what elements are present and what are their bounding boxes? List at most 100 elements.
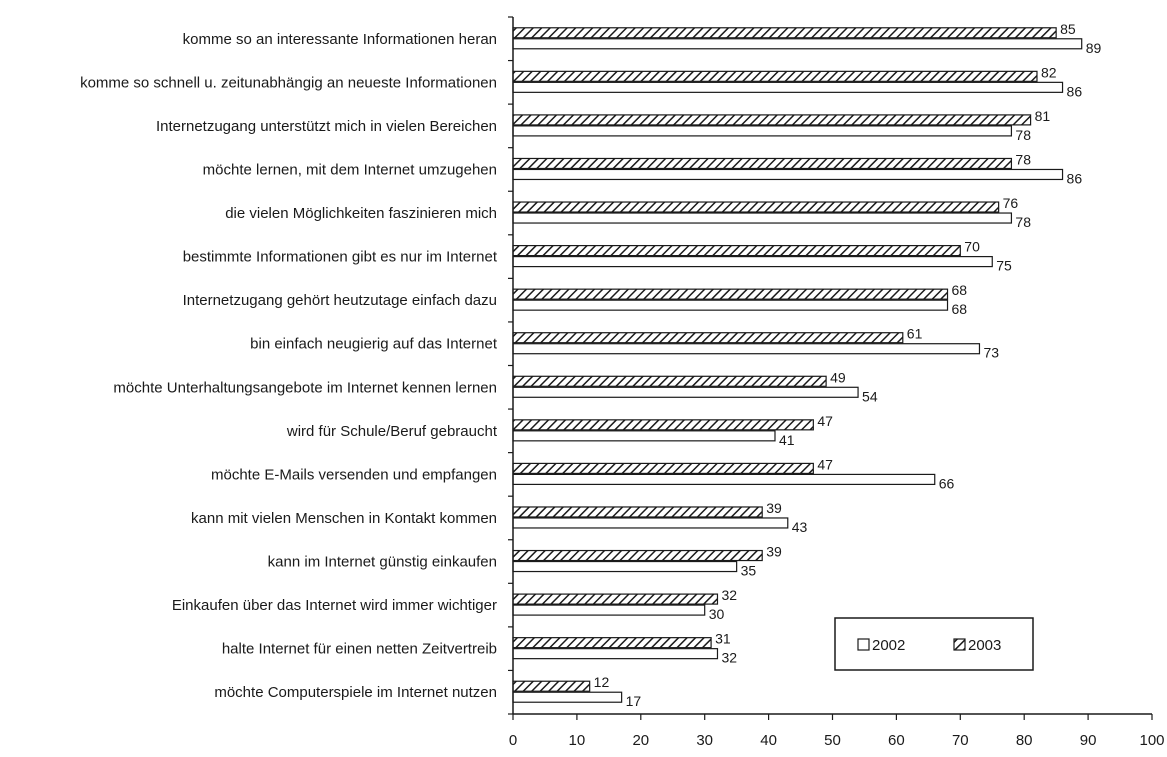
- data-label-2003: 68: [952, 282, 968, 298]
- category-label: kann mit vielen Menschen in Kontakt komm…: [191, 510, 497, 527]
- category-label: möchte lernen, mit dem Internet umzugehe…: [203, 161, 497, 178]
- category-label: halte Internet für einen netten Zeitvert…: [222, 641, 497, 658]
- legend-label-2003: 2003: [968, 637, 1001, 654]
- bar-2002: [512, 560, 738, 573]
- bar-2003: [512, 70, 1038, 82]
- category-label: komme so an interessante Informationen h…: [183, 31, 497, 48]
- data-label-2003: 39: [766, 544, 782, 560]
- data-label-2002: 30: [709, 606, 725, 622]
- x-tick-label: 50: [824, 732, 841, 749]
- data-label-2002: 78: [1015, 214, 1031, 230]
- data-label-2003: 39: [766, 500, 782, 516]
- legend-label-2002: 2002: [872, 637, 905, 654]
- legend-swatch-2002: [857, 638, 870, 651]
- bar-2002: [512, 648, 719, 660]
- category-label: komme so schnell u. zeitunabhängig an ne…: [80, 74, 497, 91]
- data-label-2002: 66: [939, 475, 955, 491]
- x-tick-label: 20: [632, 732, 649, 749]
- data-label-2002: 86: [1067, 83, 1083, 99]
- data-label-2002: 68: [952, 301, 968, 317]
- bar-2002: [512, 255, 993, 268]
- bars: [512, 27, 1083, 703]
- category-label: bin einfach neugierig auf das Internet: [250, 336, 498, 353]
- bar-2002: [512, 168, 1064, 181]
- bar-2003: [512, 288, 949, 300]
- data-label-2003: 61: [907, 326, 923, 342]
- data-label-2003: 12: [594, 674, 610, 690]
- category-label: möchte Unterhaltungsangebote im Internet…: [113, 379, 497, 396]
- bar-2003: [512, 593, 719, 605]
- bar-2002: [512, 691, 623, 703]
- data-label-2003: 76: [1003, 195, 1019, 211]
- data-label-2003: 47: [817, 413, 833, 429]
- data-label-2003: 70: [964, 239, 980, 255]
- category-label: Einkaufen über das Internet wird immer w…: [172, 597, 497, 614]
- data-label-2002: 89: [1086, 40, 1102, 56]
- bar-2002: [512, 212, 1013, 224]
- data-label-2003: 81: [1035, 108, 1051, 124]
- x-tick-label: 40: [760, 732, 777, 749]
- category-label: Internetzugang gehört heutzutage einfach…: [183, 292, 497, 309]
- bar-2002: [512, 81, 1064, 93]
- bar-2003: [512, 549, 763, 562]
- bar-2002: [512, 386, 859, 398]
- x-tick-label: 30: [696, 732, 713, 749]
- data-label-2003: 49: [830, 369, 846, 385]
- data-label-2003: 32: [721, 587, 737, 603]
- x-tick-label: 60: [888, 732, 905, 749]
- data-label-2002: 73: [983, 345, 999, 361]
- bar-2002: [512, 125, 1013, 137]
- bar-2003: [512, 375, 827, 387]
- category-label: kann im Internet günstig einkaufen: [268, 554, 497, 571]
- category-label: wird für Schule/Beruf gebraucht: [286, 423, 498, 440]
- data-label-2002: 78: [1015, 127, 1031, 143]
- category-label: bestimmte Informationen gibt es nur im I…: [183, 249, 498, 266]
- data-label-2003: 82: [1041, 64, 1057, 80]
- bar-2003: [512, 637, 712, 649]
- data-label-2003: 47: [817, 456, 833, 472]
- data-label-2003: 78: [1015, 151, 1031, 167]
- data-label-2002: 17: [626, 693, 642, 709]
- data-label-2002: 54: [862, 388, 878, 404]
- category-label: möchte E-Mails versenden und empfangen: [211, 466, 497, 483]
- category-label: möchte Computerspiele im Internet nutzen: [214, 684, 497, 701]
- category-label: die vielen Möglichkeiten faszinieren mic…: [225, 205, 497, 222]
- x-tick-label: 0: [509, 732, 517, 749]
- bar-2003: [512, 157, 1013, 170]
- x-tick-label: 100: [1139, 732, 1164, 749]
- x-tick-label: 10: [569, 732, 586, 749]
- bar-2003: [512, 506, 763, 518]
- bar-2002: [512, 473, 936, 486]
- category-label: Internetzugang unterstützt mich in viele…: [156, 118, 497, 135]
- data-label-2002: 41: [779, 432, 795, 448]
- bar-2003: [512, 27, 1057, 39]
- data-label-2002: 86: [1067, 170, 1083, 186]
- data-label-2003: 31: [715, 631, 731, 647]
- bar-2002: [512, 38, 1083, 50]
- data-label-2002: 35: [741, 563, 757, 579]
- bar-2003: [512, 114, 1032, 126]
- data-label-2002: 43: [792, 519, 808, 535]
- bar-2003: [512, 332, 904, 344]
- bar-2003: [512, 244, 961, 257]
- category-labels: komme so an interessante Informationen h…: [80, 31, 498, 701]
- bar-2002: [512, 299, 949, 311]
- bar-2002: [512, 517, 789, 529]
- bar-2003: [512, 462, 814, 475]
- data-label-2002: 75: [996, 258, 1012, 274]
- x-tick-label: 90: [1080, 732, 1097, 749]
- x-tick-label: 70: [952, 732, 969, 749]
- bar-2003: [512, 201, 1000, 213]
- bar-2002: [512, 604, 706, 616]
- bar-2003: [512, 419, 814, 431]
- legend: 2002 2003: [834, 617, 1034, 671]
- data-labels: 8589828681787886767870756868617349544741…: [594, 21, 1102, 709]
- data-label-2002: 32: [721, 650, 737, 666]
- bar-2002: [512, 343, 981, 355]
- x-tick-label: 80: [1016, 732, 1033, 749]
- axes: 0 10 20 30 40 50 60 70 80 90 100: [508, 16, 1165, 749]
- data-label-2003: 85: [1060, 21, 1076, 37]
- bar-2002: [512, 430, 776, 442]
- legend-swatch-2003: [953, 638, 966, 651]
